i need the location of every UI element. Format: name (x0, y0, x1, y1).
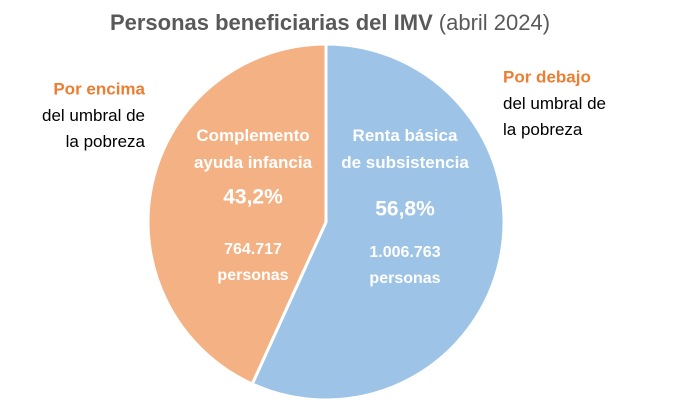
chart-heading: Personas beneficiarias del IMV (abril 202… (110, 10, 550, 35)
category-label-line: de subsistencia (341, 153, 469, 172)
count-label: 1.006.763 personas (369, 244, 440, 287)
annotation-text: del umbral de la pobreza (503, 94, 606, 139)
annotation-text-line: del umbral de (42, 106, 145, 125)
annotation-text-line: del umbral de (503, 94, 606, 113)
annotation-text: del umbral de la pobreza (42, 106, 146, 151)
count-label-line: 764.717 (224, 241, 282, 258)
chart-subtitle: (abril 2024) (439, 10, 550, 35)
category-label: Complemento ayuda infancia (194, 126, 313, 172)
category-label-line: ayuda infancia (194, 153, 313, 172)
value-label: 43,2% (223, 186, 283, 209)
annotation-heading: Por debajo (503, 67, 591, 86)
pie-slice (146, 42, 328, 386)
count-label-line: 1.006.763 (369, 244, 440, 261)
count-label: 764.717 personas (217, 241, 288, 284)
count-label-line: personas (217, 267, 288, 284)
annotation-heading: Por encima (53, 79, 145, 98)
category-label-line: Renta básica (353, 126, 458, 145)
pie-slice (250, 42, 506, 402)
annotation-text-line: la pobreza (503, 120, 583, 139)
category-label-line: Complemento (196, 126, 309, 145)
count-label-line: personas (369, 270, 440, 287)
value-label: 56,8% (375, 198, 435, 221)
chart-title: Personas beneficiarias del IMV (110, 10, 433, 35)
annotation-text-line: la pobreza (66, 132, 146, 151)
category-label: Renta básica de subsistencia (341, 126, 469, 172)
